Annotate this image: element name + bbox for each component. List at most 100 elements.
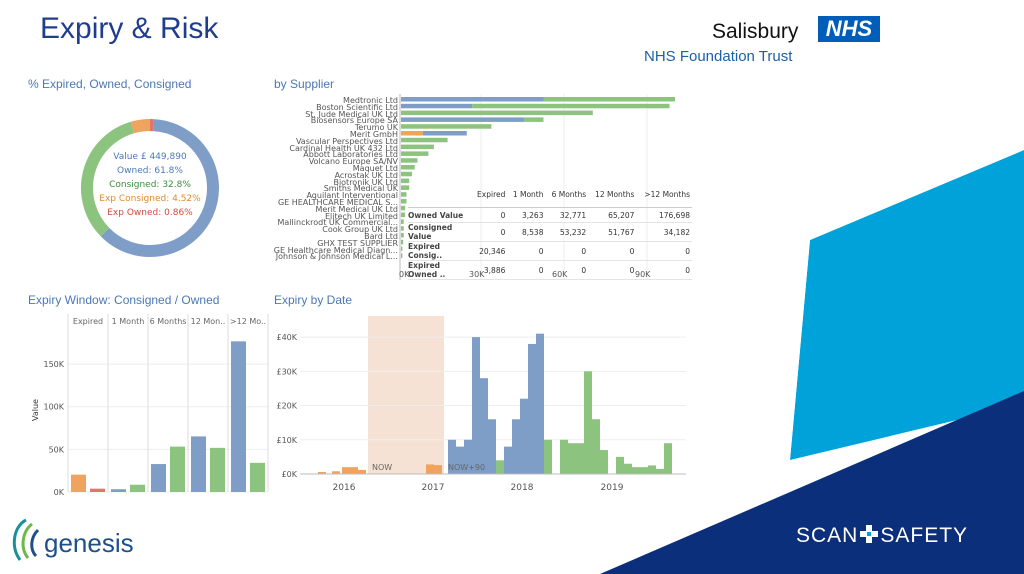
date-bar-consigned[interactable] xyxy=(616,456,624,474)
window-bar[interactable] xyxy=(90,488,105,492)
date-bar-expired[interactable] xyxy=(342,467,350,474)
supplier-bar[interactable] xyxy=(401,253,403,258)
supplier-bar[interactable] xyxy=(401,185,410,190)
supplier-bar[interactable] xyxy=(401,233,404,238)
date-bar-owned[interactable] xyxy=(512,419,520,474)
window-bar[interactable] xyxy=(151,464,166,492)
date-y-tick: £40K xyxy=(276,333,297,342)
expiry-window-chart[interactable]: 150K 100K 50K 0K Value Expired 1 Month 6 Months… xyxy=(0,310,280,495)
date-bar-owned[interactable] xyxy=(456,446,464,474)
table-cell: 20,346 xyxy=(472,241,508,261)
window-bar[interactable] xyxy=(191,436,206,492)
date-x-tick: 2019 xyxy=(601,483,624,493)
supplier-bar[interactable] xyxy=(401,192,407,197)
date-bar-consigned[interactable] xyxy=(560,439,568,474)
date-x-tick: 2016 xyxy=(333,483,356,493)
supplier-bar[interactable] xyxy=(401,97,544,102)
supplier-label: Biosensors Europe SA xyxy=(310,116,398,126)
donut-chart[interactable] xyxy=(70,108,230,268)
date-bar-consigned[interactable] xyxy=(600,450,608,474)
trust-subtitle: NHS Foundation Trust xyxy=(644,48,793,65)
supplier-bar[interactable] xyxy=(401,239,404,245)
date-bar-owned[interactable] xyxy=(504,446,512,474)
supplier-bar[interactable] xyxy=(401,131,423,136)
date-bar-consigned[interactable] xyxy=(496,460,504,474)
supplier-bar[interactable] xyxy=(401,178,410,184)
supplier-bar[interactable] xyxy=(401,219,404,224)
supplier-bar[interactable] xyxy=(401,103,473,109)
table-cell: 8,538 xyxy=(507,222,546,242)
date-bar-expired[interactable] xyxy=(434,465,442,474)
supplier-label: Boston Scientific Ltd xyxy=(316,102,398,112)
supplier-bar[interactable] xyxy=(401,124,492,129)
date-bar-consigned[interactable] xyxy=(648,465,656,474)
supplier-bar[interactable] xyxy=(401,165,415,170)
date-bar-expired[interactable] xyxy=(318,471,326,474)
date-bar-owned[interactable] xyxy=(464,439,472,474)
date-bar-owned[interactable] xyxy=(520,398,528,474)
supplier-label: Cardinal Health UK 432 Ltd xyxy=(289,143,398,153)
table-row-label: Expired Owned .. xyxy=(408,260,472,280)
date-bar-consigned[interactable] xyxy=(592,419,600,474)
supplier-bar[interactable] xyxy=(401,110,593,116)
date-bar-owned[interactable] xyxy=(536,333,544,474)
window-bar[interactable] xyxy=(250,462,265,492)
date-bar-expired[interactable] xyxy=(350,467,358,474)
supplier-bar[interactable] xyxy=(524,117,544,122)
date-bar-owned[interactable] xyxy=(480,378,488,474)
window-bar[interactable] xyxy=(170,446,185,492)
date-bar-owned[interactable] xyxy=(448,439,456,474)
supplier-bar[interactable] xyxy=(543,97,675,102)
scan4safety-logo: SCAN SAFETY xyxy=(796,524,968,548)
supplier-bar[interactable] xyxy=(401,171,412,177)
donut-slice-exp-consigned[interactable] xyxy=(130,119,151,134)
window-bar[interactable] xyxy=(210,447,225,492)
table-cell: 0 xyxy=(507,241,546,261)
table-cell: 34,182 xyxy=(636,222,692,242)
supplier-bar[interactable] xyxy=(401,205,406,211)
supplier-bar[interactable] xyxy=(401,199,407,204)
supplier-bar[interactable] xyxy=(401,226,404,231)
cyan-band xyxy=(790,150,1024,460)
date-x-tick: 2017 xyxy=(422,483,445,493)
date-bar-expired[interactable] xyxy=(426,464,434,474)
supplier-bar[interactable] xyxy=(472,103,670,109)
date-bar-owned[interactable] xyxy=(472,337,480,474)
date-bar-consigned[interactable] xyxy=(624,463,632,474)
date-bar-owned[interactable] xyxy=(488,419,496,474)
donut-slice-owned[interactable] xyxy=(100,119,219,257)
date-bar-consigned[interactable] xyxy=(632,467,640,474)
date-bar-owned[interactable] xyxy=(528,343,536,474)
supplier-bar[interactable] xyxy=(422,131,467,136)
window-bar[interactable] xyxy=(111,489,126,492)
supplier-bar[interactable] xyxy=(401,137,448,143)
table-row-label: Owned Value xyxy=(408,207,472,223)
supplier-bar[interactable] xyxy=(401,144,434,150)
date-bar-consigned[interactable] xyxy=(576,443,584,474)
date-bar-consigned[interactable] xyxy=(640,467,648,474)
expiry-by-date-chart[interactable]: £40K £30K £20K £10K £0K NOW NOW+90 2016 2017 2018… xyxy=(266,310,690,495)
supplier-label: Abbott Laboratories Ltd xyxy=(303,150,398,160)
date-bar-consigned[interactable] xyxy=(544,439,552,474)
supplier-bar[interactable] xyxy=(401,212,406,218)
date-bar-expired[interactable] xyxy=(332,471,340,474)
window-bar[interactable] xyxy=(130,484,145,492)
window-bar[interactable] xyxy=(71,474,86,492)
date-bar-consigned[interactable] xyxy=(664,443,672,474)
supplier-label: Medtronic Ltd xyxy=(343,96,398,105)
date-bar-consigned[interactable] xyxy=(568,443,576,474)
supplier-bar[interactable] xyxy=(401,158,418,163)
table-row: Expired Consig.. 20,346 0 0 0 0 xyxy=(408,241,692,261)
table-cell: 0 xyxy=(507,260,546,280)
date-bar-expired[interactable] xyxy=(358,469,366,474)
window-bar[interactable] xyxy=(231,341,246,492)
donut-slice-consigned[interactable] xyxy=(81,121,135,237)
white-wedge xyxy=(690,92,1024,470)
supplier-bar[interactable] xyxy=(401,117,525,122)
supplier-label: Smiths Medical UK xyxy=(323,184,398,194)
window-y-tick: 100K xyxy=(43,403,64,412)
date-bar-consigned[interactable] xyxy=(584,371,592,474)
date-bar-consigned[interactable] xyxy=(656,468,664,474)
supplier-bar[interactable] xyxy=(401,246,403,252)
supplier-bar[interactable] xyxy=(401,151,429,156)
